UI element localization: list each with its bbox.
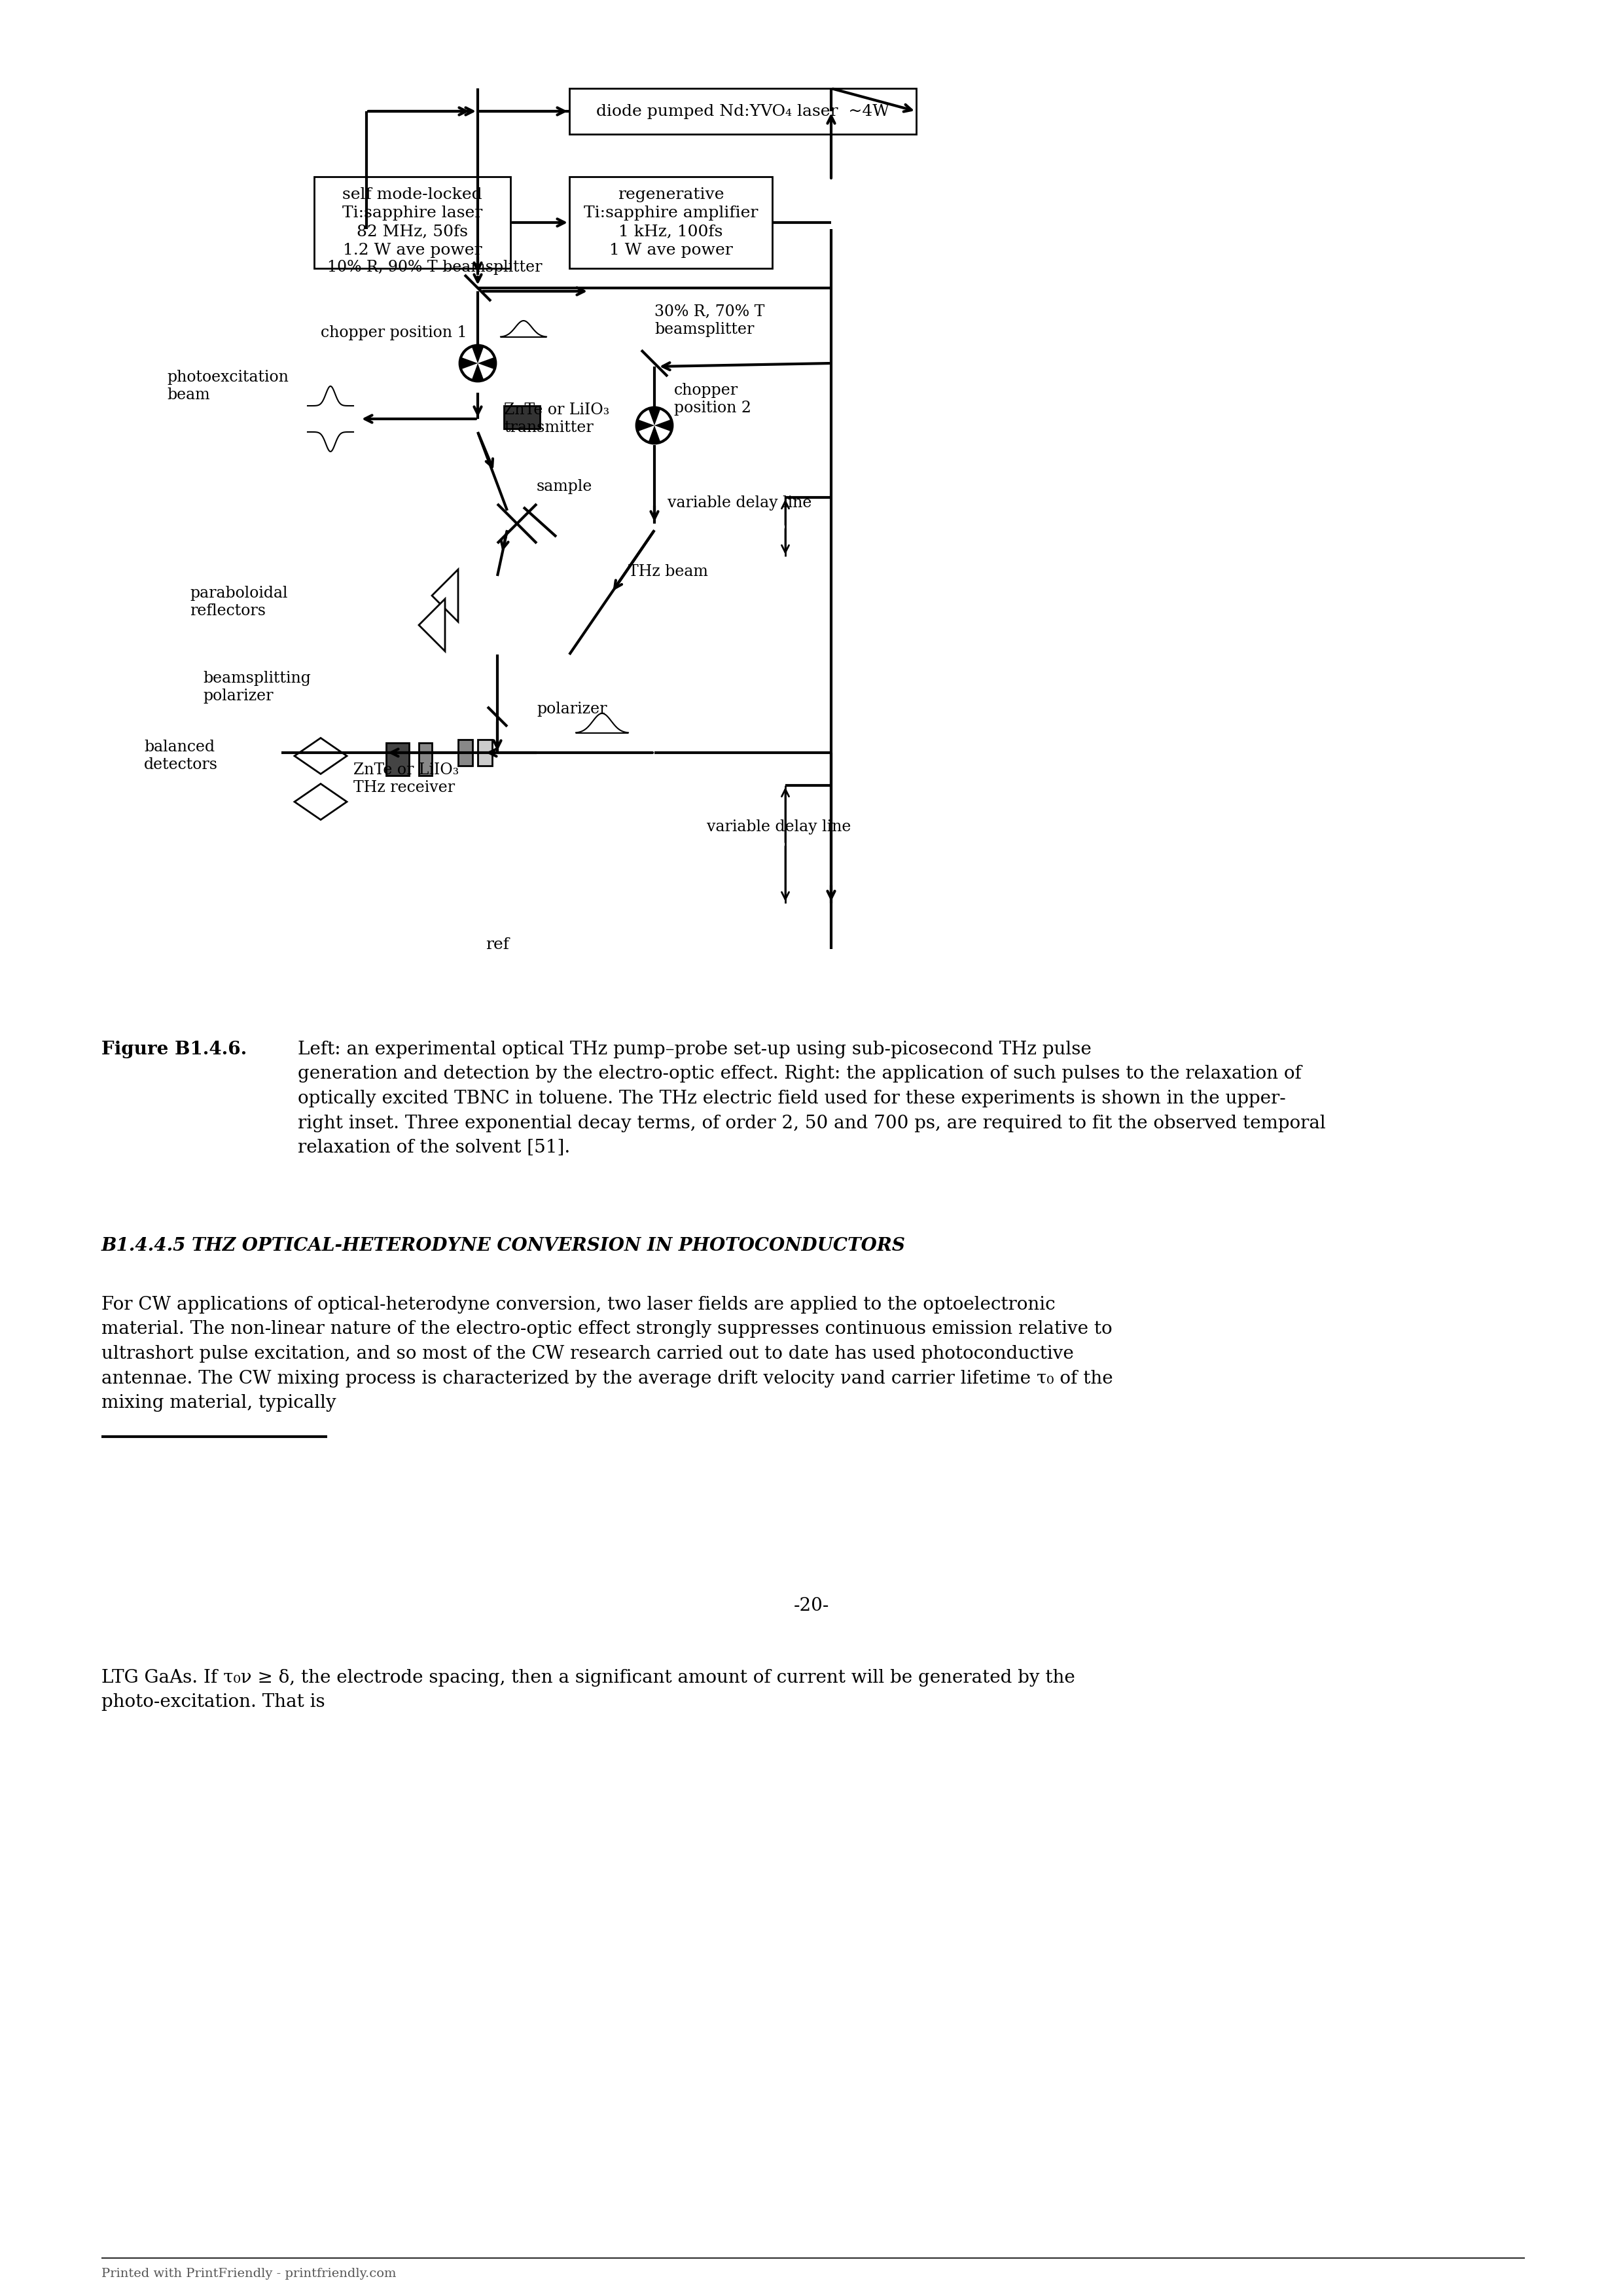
Bar [315, 177, 511, 269]
Text: 10% R, 90% T beamsplitter: 10% R, 90% T beamsplitter [328, 259, 542, 276]
Bar [570, 177, 773, 269]
Polygon shape [294, 783, 347, 820]
Bar [503, 406, 540, 429]
Text: variable delay line: variable delay line [667, 496, 812, 510]
Text: balanced
detectors: balanced detectors [144, 739, 217, 771]
Text: photoexcitation
beam: photoexcitation beam [167, 370, 289, 402]
Wedge shape [654, 425, 670, 441]
Wedge shape [463, 347, 477, 363]
Bar [386, 744, 409, 776]
Text: regenerative
Ti:sapphire amplifier
1 kHz, 100fs
1 W ave power: regenerative Ti:sapphire amplifier 1 kHz… [584, 186, 758, 257]
Bar [419, 744, 432, 776]
Text: ZnTe or LiIO₃
THz receiver: ZnTe or LiIO₃ THz receiver [354, 762, 459, 794]
Text: paraboloidal
reflectors: paraboloidal reflectors [190, 585, 287, 618]
Wedge shape [639, 411, 654, 425]
Text: variable delay line: variable delay line [706, 820, 850, 833]
Text: B1.4.4.5 THZ OPTICAL-HETERODYNE CONVERSION IN PHOTOCONDUCTORS: B1.4.4.5 THZ OPTICAL-HETERODYNE CONVERSI… [101, 1238, 906, 1254]
Wedge shape [639, 425, 654, 441]
Text: 30% R, 70% T
beamsplitter: 30% R, 70% T beamsplitter [654, 305, 764, 338]
Wedge shape [477, 363, 493, 379]
Text: -20-: -20- [794, 1598, 829, 1614]
Text: Printed with PrintFriendly - printfriendly.com: Printed with PrintFriendly - printfriend… [101, 2268, 396, 2280]
Bar [570, 87, 917, 133]
Polygon shape [432, 569, 458, 622]
Text: chopper
position 2: chopper position 2 [674, 383, 751, 416]
Text: polarizer: polarizer [537, 703, 607, 716]
Bar [458, 739, 472, 767]
Text: Left: an experimental optical THz pump–probe set-up using sub-picosecond THz pul: Left: an experimental optical THz pump–p… [297, 1040, 1326, 1157]
Circle shape [636, 406, 674, 443]
Text: ZnTe or LiIO₃
transmitter: ZnTe or LiIO₃ transmitter [503, 402, 610, 436]
Text: diode pumped Nd:YVO₄ laser  ~4W: diode pumped Nd:YVO₄ laser ~4W [596, 103, 889, 119]
Text: ref: ref [485, 937, 510, 953]
Circle shape [459, 344, 497, 381]
Bar [477, 739, 492, 767]
Text: For CW applications of optical-heterodyne conversion, two laser fields are appli: For CW applications of optical-heterodyn… [101, 1295, 1113, 1412]
Text: LTG GaAs. If τ₀ν ≥ δ, the electrode spacing, then a significant amount of curren: LTG GaAs. If τ₀ν ≥ δ, the electrode spac… [101, 1669, 1074, 1711]
Text: sample: sample [537, 480, 592, 494]
Wedge shape [477, 347, 493, 363]
Text: self mode-locked
Ti:sapphire laser
82 MHz, 50fs
1.2 W ave power: self mode-locked Ti:sapphire laser 82 MH… [342, 186, 482, 257]
Polygon shape [294, 737, 347, 774]
Wedge shape [654, 411, 670, 425]
Text: Figure B1.4.6.: Figure B1.4.6. [101, 1040, 247, 1058]
Text: beamsplitting
polarizer: beamsplitting polarizer [203, 670, 310, 703]
Text: chopper position 1: chopper position 1 [321, 326, 467, 340]
Wedge shape [463, 363, 477, 379]
Text: THz beam: THz beam [628, 565, 708, 579]
Polygon shape [419, 599, 445, 652]
